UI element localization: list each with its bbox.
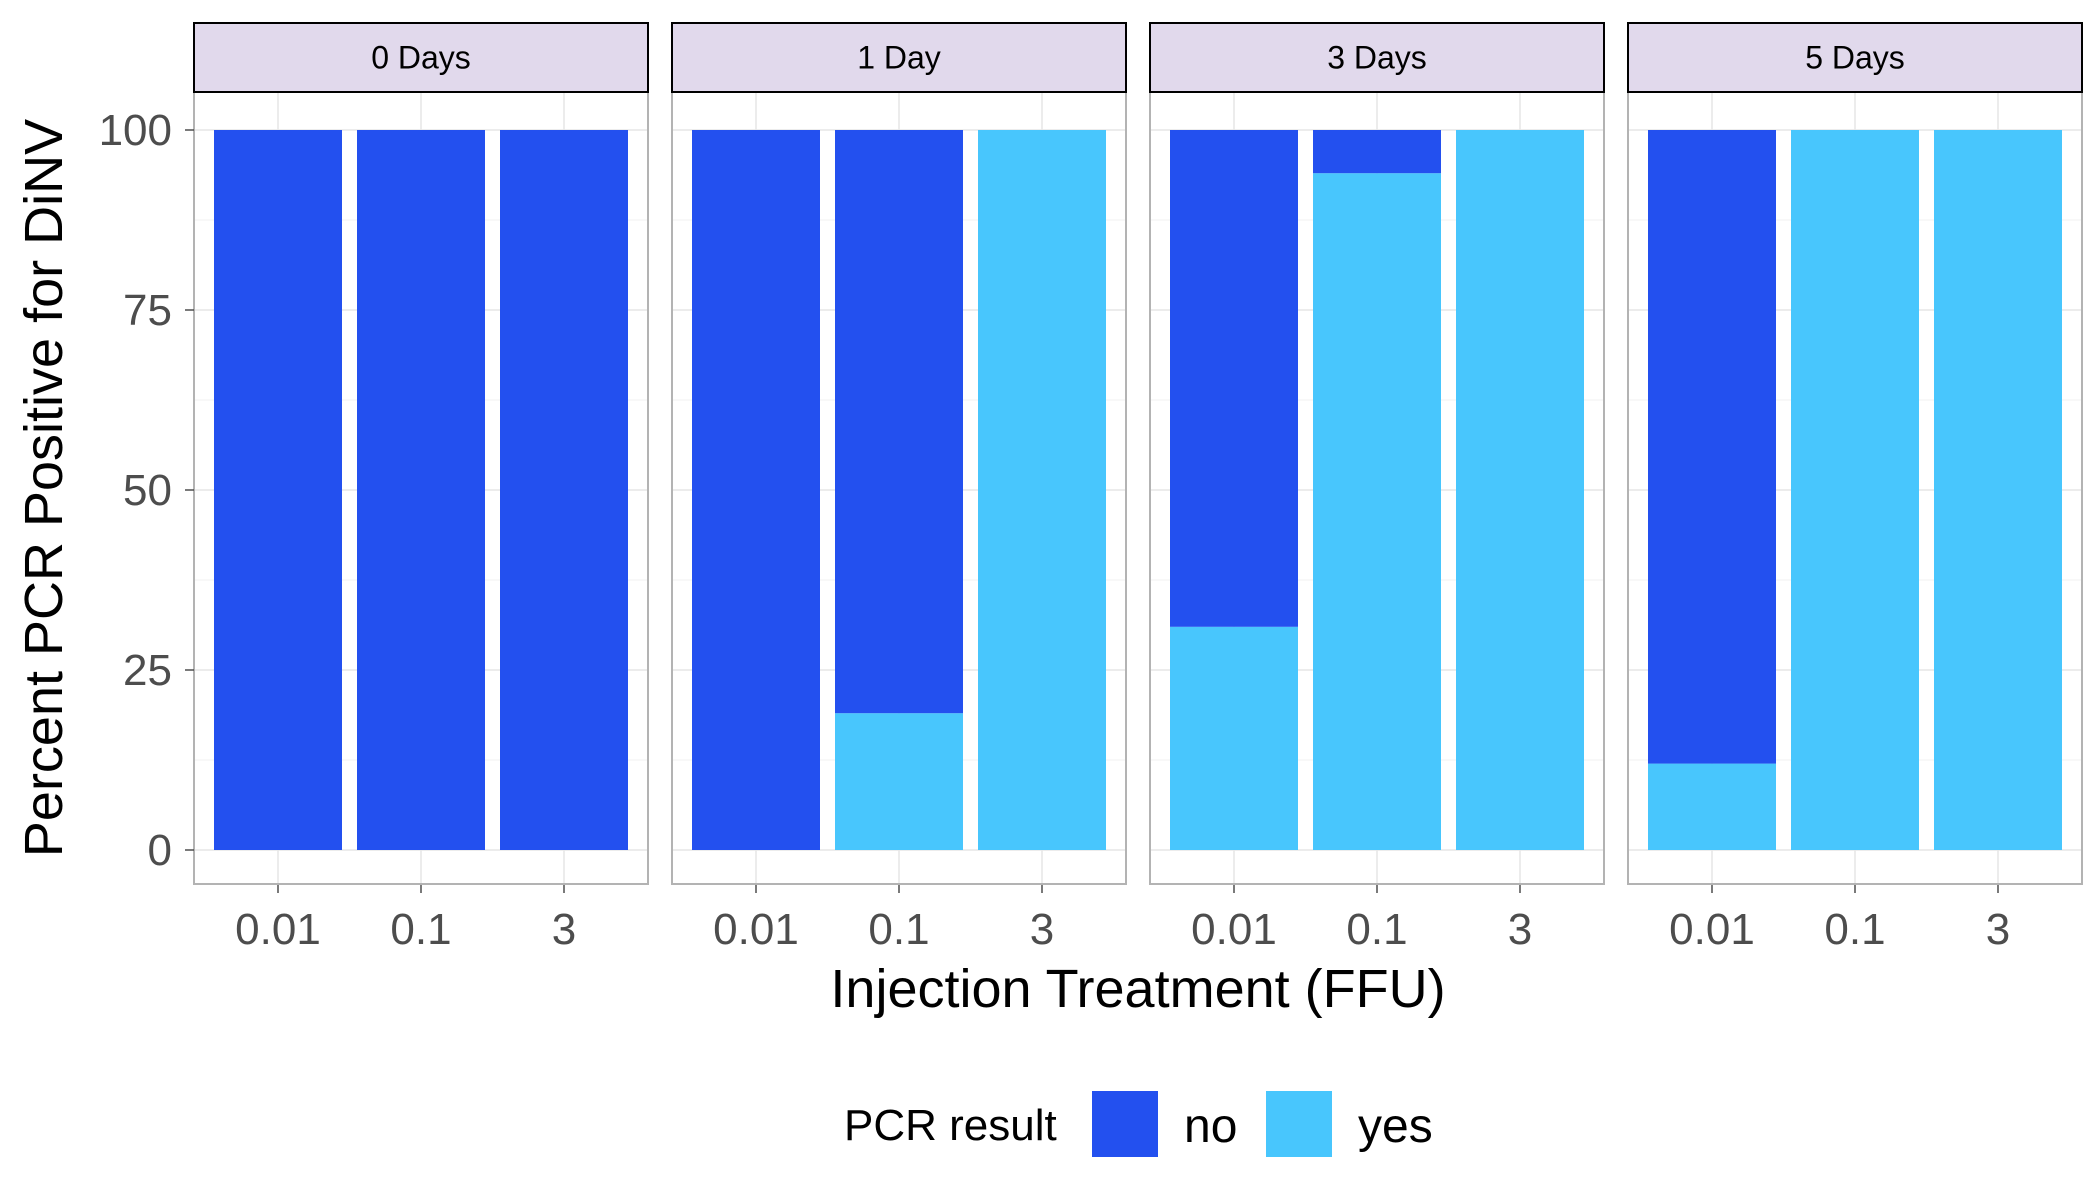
facet-strip-label: 5 Days [1805,40,1905,76]
bar-segment-no [357,130,485,850]
facet-strip-label: 1 Day [857,40,941,76]
x-tick-label: 0.01 [1191,905,1277,954]
bar-segment-no [1170,130,1298,627]
bar-segment-yes [1648,763,1776,850]
x-axis-title: Injection Treatment (FFU) [830,959,1445,1019]
facet-strip [1627,22,2083,93]
x-tick-label: 0.1 [390,905,451,954]
bar-segment-yes [1791,130,1919,850]
y-axis-title: Percent PCR Positive for DiNV [14,119,74,857]
y-tick-label: 0 [148,826,172,875]
x-tick-label: 0.1 [1346,905,1407,954]
facet-strip [671,22,1127,93]
bar-segment-yes [1456,130,1584,850]
legend-title: PCR result [844,1101,1057,1150]
facet-panel: 0.01 0.1 3 0 Days [193,22,649,954]
x-tick-label: 0.1 [1824,905,1885,954]
y-tick-label: 100 [99,106,172,155]
x-tick-label: 3 [1986,905,2010,954]
facet-panel: 0.01 0.1 3 3 Days [1149,22,1605,954]
legend-label-no: no [1184,1100,1237,1153]
facet-strip-label: 0 Days [371,40,471,76]
bar-segment-no [500,130,628,850]
bar-segment-yes [835,713,963,850]
bar-segment-no [692,130,820,850]
bar-segment-no [1313,130,1441,174]
bar-segment-no [214,130,342,850]
facet-strip-label: 3 Days [1327,40,1427,76]
x-tick-label: 0.01 [1669,905,1755,954]
legend-label-yes: yes [1358,1100,1433,1153]
y-tick-label: 75 [123,286,172,335]
x-tick-label: 3 [1030,905,1054,954]
bar-segment-yes [978,130,1106,850]
y-axis: 0 25 50 75 100 [99,106,194,875]
facet-panel: 0.01 0.1 3 1 Day [671,22,1127,954]
bar-segment-yes [1934,130,2062,850]
bar-segment-no [1648,130,1776,764]
facet-panel: 0.01 0.1 3 5 Days [1627,22,2083,954]
x-tick-label: 3 [1508,905,1532,954]
legend-key-no [1092,1091,1158,1157]
facet-strip [1149,22,1605,93]
x-tick-label: 3 [552,905,576,954]
bar-segment-yes [1313,173,1441,850]
x-tick-label: 0.1 [868,905,929,954]
bar-segment-no [835,130,963,714]
y-tick-label: 50 [123,466,172,515]
legend-key-yes [1266,1091,1332,1157]
x-tick-label: 0.01 [235,905,321,954]
x-tick-label: 0.01 [713,905,799,954]
y-tick-label: 25 [123,646,172,695]
legend: PCR result no yes [844,1091,1433,1157]
facet-strip [193,22,649,93]
bar-segment-yes [1170,626,1298,850]
chart-panels: 0.01 0.1 3 0 Days 0.01 0.1 3 1 Day 0.01 0.1 3 3 Day… [193,22,2083,954]
